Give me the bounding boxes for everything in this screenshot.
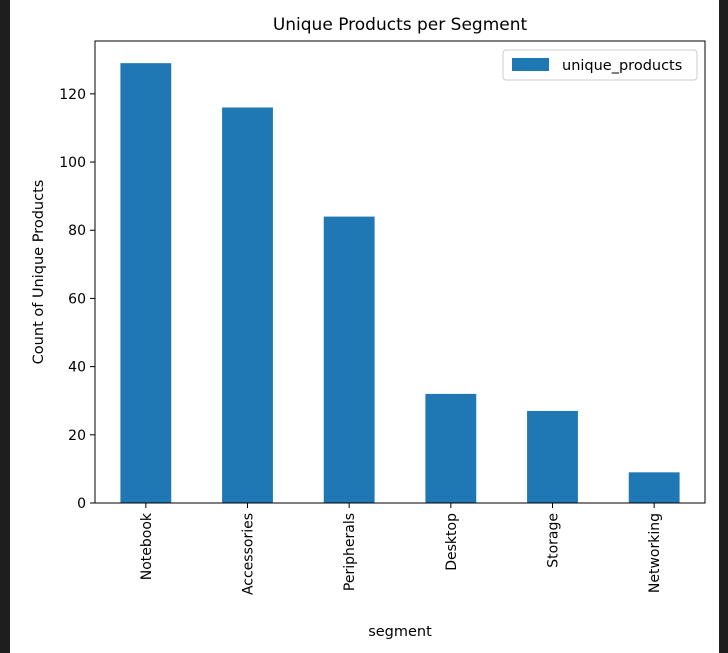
y-tick-label: 40	[68, 360, 86, 376]
y-tick-label: 80	[68, 223, 86, 239]
bar-accessories	[222, 107, 273, 503]
chart-canvas: Unique Products per Segment Count of Uni…	[10, 0, 719, 653]
y-tick-label: 100	[59, 155, 86, 171]
plot-frame	[94, 40, 706, 504]
y-tick-label: 120	[59, 87, 86, 103]
y-tick-label: 0	[77, 496, 86, 512]
bar-storage	[527, 410, 578, 503]
x-tick-label-peripherals: Peripherals	[342, 513, 358, 591]
legend-box	[502, 49, 698, 81]
y-tick-label: 20	[68, 428, 86, 444]
bars-group	[120, 63, 680, 504]
bar-networking	[628, 472, 680, 503]
bar-notebook	[120, 63, 172, 504]
bar-chart: Unique Products per Segment Count of Uni…	[31, 15, 706, 640]
y-axis-label: Count of Unique Products	[31, 180, 47, 365]
legend: unique_products	[502, 49, 698, 81]
bar-desktop	[425, 393, 477, 503]
x-tick-label-networking: Networking	[647, 513, 663, 593]
y-axis-ticks: 0 20 40 60 80 100 120	[59, 87, 95, 512]
bar-peripherals	[323, 216, 375, 503]
x-tick-label-storage: Storage	[546, 513, 562, 568]
legend-label: unique_products	[562, 58, 682, 74]
chart-title: Unique Products per Segment	[273, 15, 528, 35]
x-tick-label-desktop: Desktop	[444, 513, 460, 571]
legend-swatch	[512, 58, 549, 71]
y-tick-label: 60	[68, 291, 86, 307]
x-tick-label-notebook: Notebook	[139, 512, 155, 580]
x-tick-label-accessories: Accessories	[241, 513, 257, 595]
x-axis-ticks: Notebook Accessories Peripherals Desktop Sto…	[139, 503, 663, 595]
x-axis-label: segment	[368, 624, 432, 640]
